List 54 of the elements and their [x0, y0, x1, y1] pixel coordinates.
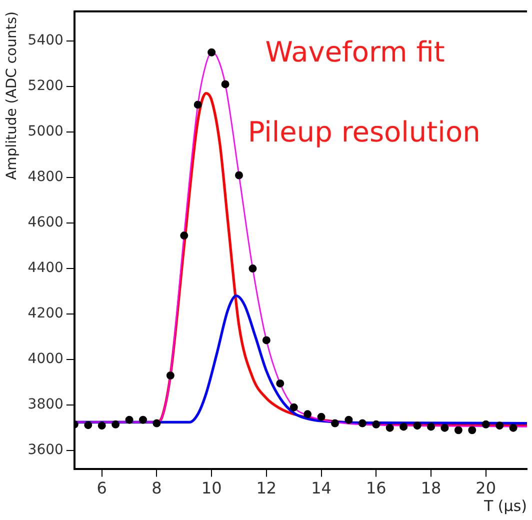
point [427, 422, 435, 431]
point [98, 422, 106, 430]
point [194, 100, 202, 109]
point [468, 426, 476, 434]
y-tick-label: 4600 [28, 214, 64, 231]
point [400, 422, 408, 431]
y-tick-label: 5200 [28, 78, 64, 94]
y-tick-label: 4000 [28, 351, 64, 368]
x-tick-label: 6 [96, 478, 107, 498]
point [125, 416, 134, 424]
point [358, 419, 366, 428]
point [180, 232, 188, 240]
point [262, 336, 270, 344]
y-tick-label: 4800 [28, 169, 64, 186]
point [386, 424, 394, 432]
y-tick-label: 3800 [28, 396, 64, 413]
point [509, 424, 518, 432]
point [496, 422, 504, 430]
x-tick-label: 14 [311, 478, 332, 498]
x-tick-label: 20 [476, 478, 496, 498]
point [331, 419, 339, 428]
point [221, 80, 230, 88]
y-axis-title: Amplitude (ADC counts) [4, 11, 20, 180]
point [290, 403, 298, 412]
point [235, 171, 243, 180]
point [208, 48, 216, 56]
point [344, 416, 353, 424]
point [304, 410, 312, 418]
y-tick-label: 4400 [28, 260, 64, 276]
x-tick-label: 18 [420, 478, 442, 498]
point [482, 420, 490, 428]
point [440, 424, 449, 432]
y-tick-label: 5000 [28, 124, 64, 140]
point [317, 412, 326, 421]
y-tick-label: 3600 [28, 442, 64, 458]
x-axis-title: T (µs) [483, 496, 527, 515]
annotation: Waveform fit [265, 35, 445, 68]
point [276, 379, 284, 388]
point [248, 264, 257, 273]
point [454, 426, 462, 434]
point [84, 421, 92, 430]
x-tick-label: 8 [152, 478, 162, 498]
x-tick-label: 16 [366, 478, 386, 498]
point [166, 372, 174, 380]
point [112, 420, 120, 428]
point [413, 422, 422, 430]
y-tick-label: 5400 [28, 32, 64, 49]
y-tick-label: 4200 [28, 306, 64, 322]
point [372, 420, 380, 428]
annotation: Pileup resolution [248, 115, 480, 148]
point [152, 419, 161, 428]
point [139, 416, 147, 424]
x-tick-label: 12 [256, 478, 277, 498]
x-tick-label: 10 [201, 478, 222, 498]
